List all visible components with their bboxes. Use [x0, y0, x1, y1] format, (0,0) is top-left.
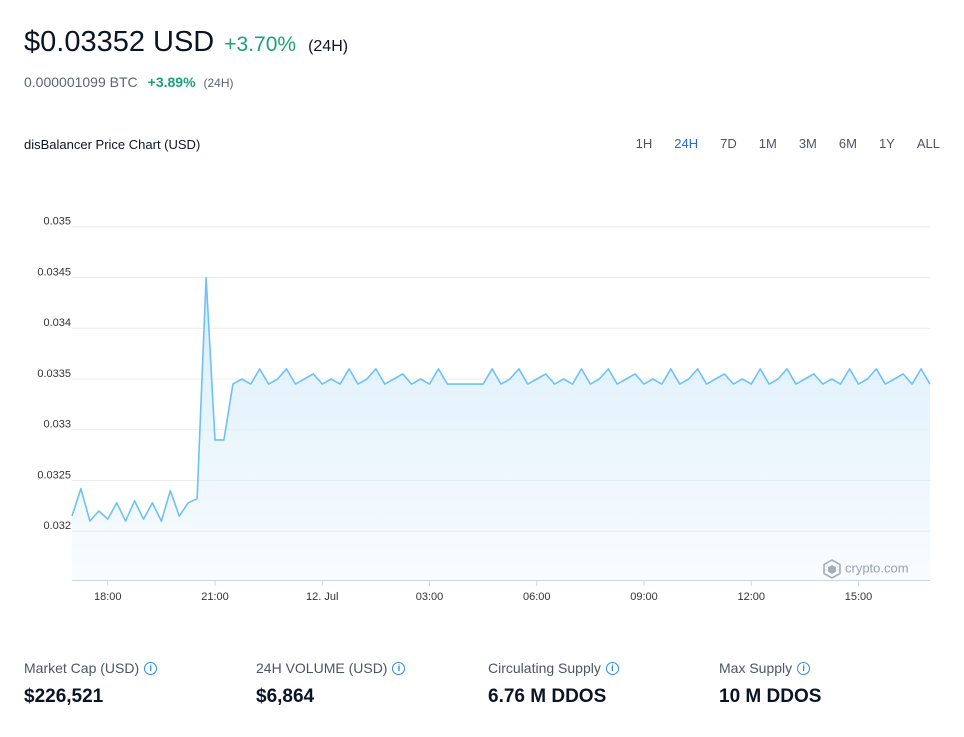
- x-tick-label: 18:00: [94, 591, 122, 603]
- x-tick-label: 06:00: [523, 591, 551, 603]
- y-tick-label: 0.0335: [37, 368, 71, 380]
- stat-label-row: Max Supply i: [719, 660, 821, 676]
- btc-period: (24H): [203, 76, 234, 90]
- stat-label: Market Cap (USD): [24, 660, 140, 676]
- price-area: [72, 277, 930, 580]
- y-tick-label: 0.032: [43, 520, 71, 532]
- range-button[interactable]: 6M: [838, 136, 857, 151]
- y-tick-label: 0.035: [43, 216, 71, 228]
- stat-value: 6.76 M DDOS: [488, 686, 607, 707]
- range-selector: 1H 24H 7D 1M 3M 6M 1Y ALL: [614, 136, 940, 151]
- info-icon[interactable]: i: [605, 661, 619, 675]
- stat-value: $226,521: [24, 686, 104, 707]
- x-tick-label: 21:00: [201, 591, 229, 603]
- price-row: $0.03352 USD +3.70% (24H): [24, 26, 348, 59]
- range-button[interactable]: 1H: [635, 136, 653, 151]
- stat: Circulating Supply i 6.76 M DDOS: [488, 660, 619, 708]
- price-line: [71, 276, 931, 522]
- stat-label-row: Market Cap (USD) i: [24, 660, 158, 676]
- stat-label: Circulating Supply: [488, 660, 601, 676]
- x-tick-label: 12:00: [737, 591, 765, 603]
- stat-label-row: 24H VOLUME (USD) i: [256, 660, 406, 676]
- y-tick-label: 0.033: [43, 419, 71, 431]
- btc-price: 0.000001099 BTC: [24, 74, 138, 90]
- x-tick-label: 12. Jul: [306, 591, 338, 603]
- range-button[interactable]: 7D: [720, 136, 737, 151]
- price-change: +3.70%: [224, 33, 297, 56]
- range-button[interactable]: 3M: [798, 136, 817, 151]
- stat-label: Max Supply: [719, 660, 793, 676]
- stat-value: $6,864: [256, 686, 315, 707]
- y-tick-label: 0.034: [43, 317, 71, 329]
- stat-label: 24H VOLUME (USD): [256, 660, 388, 676]
- info-icon[interactable]: i: [392, 661, 406, 675]
- btc-row: 0.000001099 BTC +3.89% (24H): [24, 74, 234, 90]
- stat-label-row: Circulating Supply i: [488, 660, 619, 676]
- info-icon[interactable]: i: [797, 661, 811, 675]
- y-tick-label: 0.0325: [37, 469, 71, 481]
- range-button[interactable]: 1M: [758, 136, 777, 151]
- chart-title: disBalancer Price Chart (USD): [24, 137, 201, 152]
- x-tick-label: 03:00: [416, 591, 444, 603]
- stat: 24H VOLUME (USD) i $6,864: [256, 660, 406, 708]
- range-button[interactable]: ALL: [916, 136, 940, 151]
- stat: Max Supply i 10 M DDOS: [719, 660, 821, 708]
- btc-change: +3.89%: [147, 74, 196, 90]
- x-tick-label: 09:00: [630, 591, 658, 603]
- range-button[interactable]: 1Y: [878, 136, 895, 151]
- x-tick-label: 15:00: [845, 591, 873, 603]
- stat: Market Cap (USD) i $226,521: [24, 660, 158, 708]
- info-icon[interactable]: i: [144, 661, 158, 675]
- stat-value: 10 M DDOS: [719, 686, 822, 707]
- price: $0.03352 USD: [24, 26, 215, 58]
- price-period: (24H): [308, 38, 349, 55]
- range-button[interactable]: 24H: [674, 136, 699, 151]
- y-tick-label: 0.0345: [37, 266, 71, 278]
